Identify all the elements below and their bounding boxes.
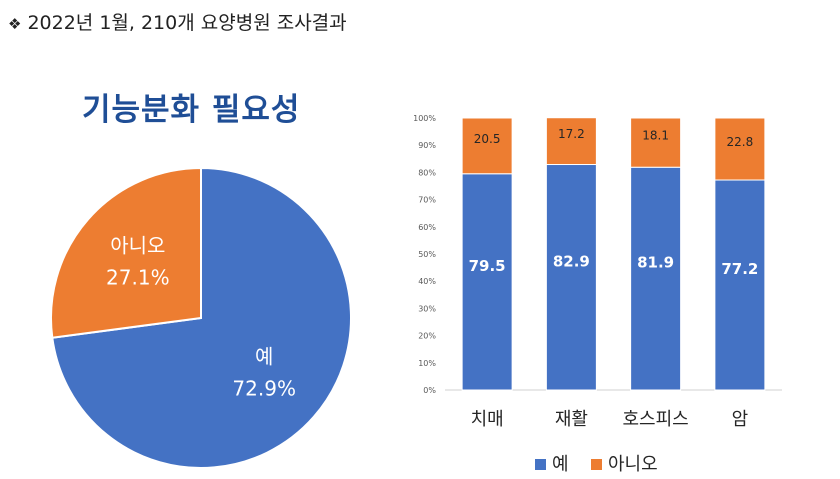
pie-slice-1: [50, 166, 202, 339]
y-tick-label: 50%: [418, 250, 436, 259]
bar-segment-no: [461, 117, 513, 175]
pie-chart-title: 기능분화 필요성: [82, 92, 301, 128]
y-tick-label: 10%: [418, 359, 436, 368]
x-category-label: 호스피스: [623, 409, 689, 430]
diamond-bullet-icon: ❖: [8, 15, 22, 33]
page-header: ❖ 2022년 1월, 210개 요양병원 조사결과: [8, 8, 347, 35]
bar-value-label: 79.5: [469, 257, 506, 275]
y-tick-label: 40%: [418, 277, 436, 286]
legend-swatch-0: [535, 459, 546, 470]
y-tick-label: 90%: [418, 141, 436, 150]
y-tick-label: 80%: [418, 168, 436, 177]
bar-value-label: 82.9: [553, 252, 590, 270]
y-tick-label: 60%: [418, 223, 436, 232]
pie-slice-value-0: 72.9%: [232, 376, 296, 400]
pie-slice-label-0: 예: [255, 344, 273, 368]
y-tick-label: 20%: [418, 332, 436, 341]
bar-value-label: 77.2: [721, 260, 758, 278]
y-tick-label: 0%: [423, 386, 436, 395]
legend-label-0: 예: [552, 454, 569, 475]
bar-segment-no: [714, 117, 766, 181]
legend-label-1: 아니오: [608, 454, 658, 475]
bar-value-label: 18.1: [642, 129, 669, 143]
y-tick-label: 100%: [413, 114, 436, 123]
pie-slice-value-1: 27.1%: [106, 266, 170, 290]
bar-segment-no: [545, 117, 597, 166]
y-tick-label: 30%: [418, 304, 436, 313]
header-text: 2022년 1월, 210개 요양병원 조사결과: [27, 12, 347, 34]
bar-segment-yes: [714, 179, 766, 391]
x-category-label: 암: [732, 409, 749, 430]
pie-slice-label-1: 아니오: [110, 234, 165, 258]
bar-segment-yes: [461, 173, 513, 391]
bar-segment-yes: [545, 164, 597, 391]
bar-value-label: 81.9: [637, 254, 674, 272]
bar-value-label: 17.2: [558, 127, 585, 141]
legend-swatch-1: [591, 459, 602, 470]
x-category-label: 치매: [471, 409, 504, 430]
x-category-label: 재활: [555, 409, 588, 430]
y-tick-label: 70%: [418, 196, 436, 205]
bar-segment-yes: [630, 166, 682, 391]
bar-value-label: 22.8: [727, 135, 754, 149]
bar-segment-no: [630, 117, 682, 168]
bar-value-label: 20.5: [474, 132, 501, 146]
